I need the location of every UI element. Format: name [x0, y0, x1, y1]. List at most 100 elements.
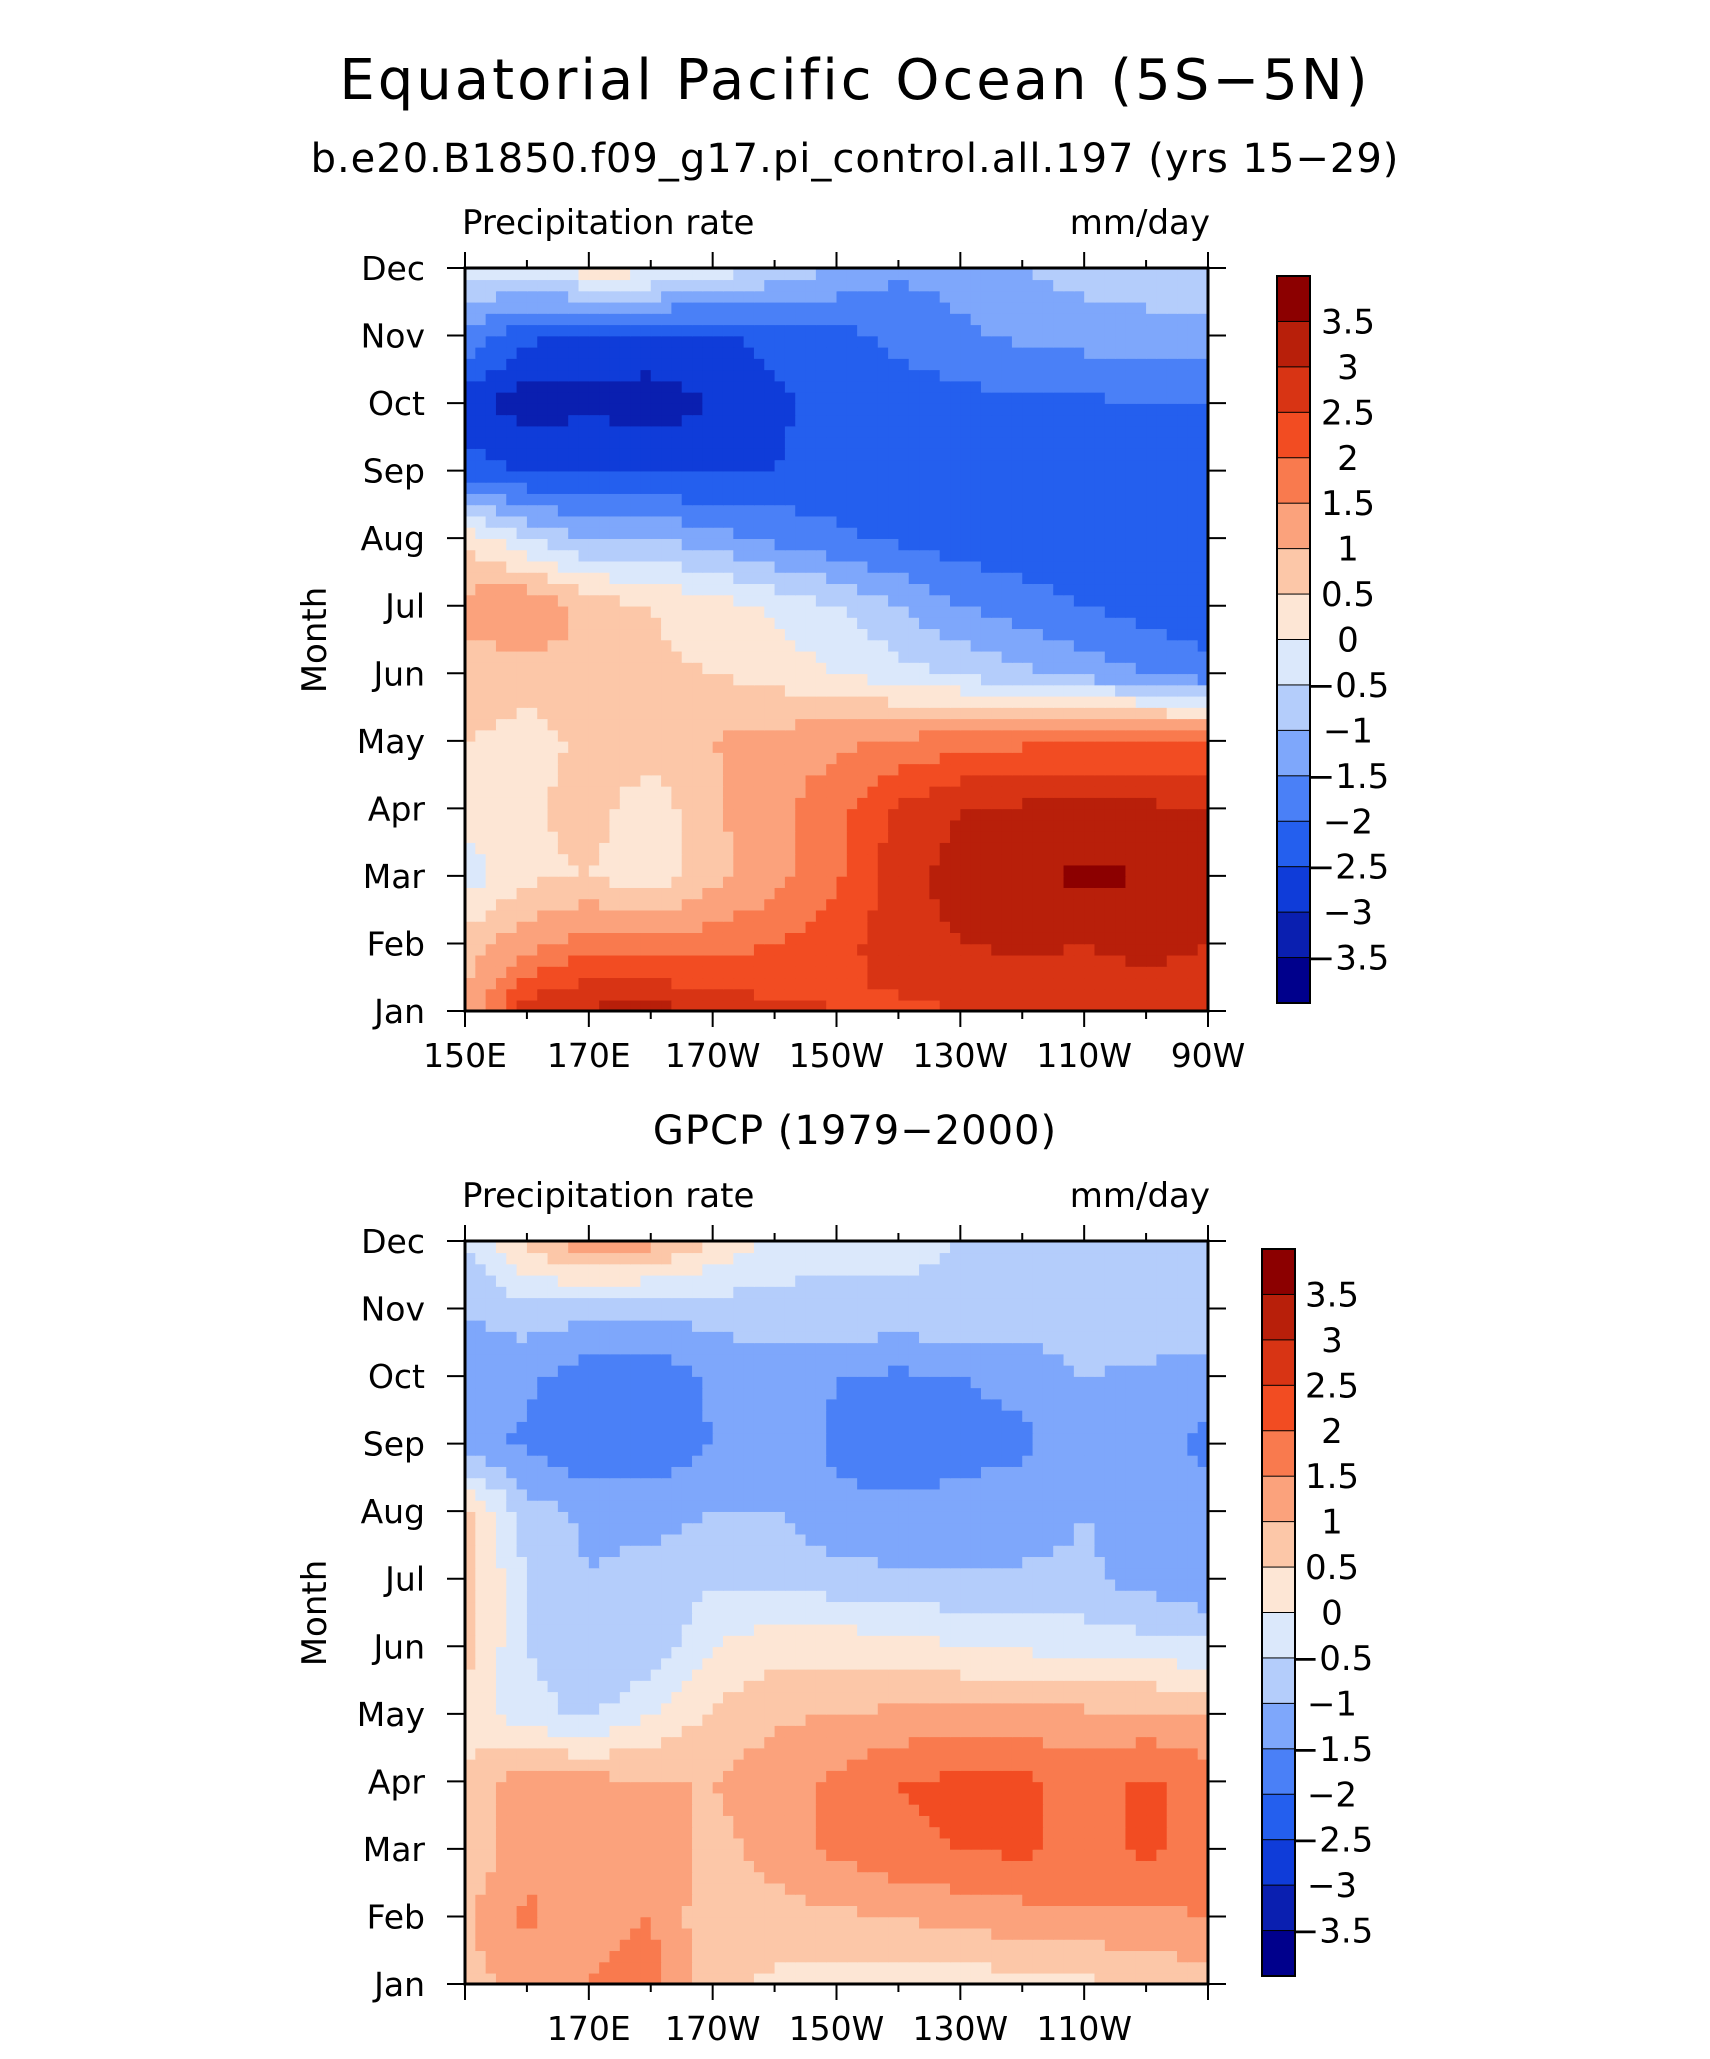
contour-cell	[516, 504, 528, 517]
contour-cell	[537, 965, 549, 979]
contour-cell	[495, 526, 508, 539]
contour-cell	[795, 887, 807, 900]
contour-cell	[1187, 729, 1199, 742]
contour-cell	[898, 909, 910, 922]
contour-cell	[908, 684, 920, 697]
contour-cell	[661, 414, 673, 427]
contour-cell	[1104, 954, 1116, 967]
contour-cell	[630, 797, 642, 810]
contour-cell	[588, 560, 600, 573]
contour-cell	[609, 909, 621, 922]
contour-cell	[950, 290, 962, 303]
contour-cell	[1135, 853, 1147, 866]
contour-cell	[661, 448, 673, 461]
contour-cell	[465, 1961, 477, 1974]
contour-cell	[919, 526, 931, 539]
contour-cell	[805, 605, 817, 618]
contour-cell	[578, 504, 590, 517]
contour-cell	[991, 583, 1003, 596]
contour-cell	[846, 752, 858, 765]
contour-cell	[764, 504, 776, 517]
contour-cell	[619, 920, 631, 933]
contour-cell	[661, 313, 673, 326]
right-label: mm/day	[1070, 203, 1210, 243]
contour-cell	[1063, 842, 1075, 855]
contour-cell	[630, 436, 642, 449]
contour-cell	[1001, 808, 1013, 821]
contour-cell	[784, 662, 797, 675]
contour-cell	[846, 346, 858, 359]
contour-cell	[743, 504, 755, 517]
contour-cell	[619, 887, 631, 900]
contour-cell	[1177, 819, 1189, 832]
contour-cell	[702, 414, 714, 427]
contour-cell	[846, 538, 858, 551]
contour-cell	[1042, 571, 1055, 585]
contour-cell	[526, 887, 539, 900]
contour-cell	[774, 774, 786, 787]
contour-cell	[1022, 853, 1034, 866]
contour-cell	[599, 493, 611, 506]
contour-cell	[970, 875, 982, 888]
contour-cell	[630, 268, 642, 281]
contour-cell	[919, 909, 931, 922]
contour-cell	[568, 977, 580, 990]
contour-cell	[1187, 875, 1199, 888]
colorbar-label: −0.5	[1307, 666, 1390, 706]
contour-cell	[547, 695, 559, 708]
contour-cell	[836, 650, 848, 663]
contour-cell	[609, 526, 621, 539]
contour-cell	[640, 594, 652, 607]
contour-cell	[1197, 875, 1208, 888]
contour-cell	[1115, 954, 1127, 967]
contour-cell	[1001, 864, 1013, 877]
contour-cell	[506, 650, 518, 663]
contour-cell	[557, 526, 569, 539]
contour-cell	[857, 808, 869, 821]
contour-cell	[1073, 369, 1085, 382]
contour-cell	[640, 346, 652, 359]
contour-cell	[702, 965, 714, 979]
contour-cell	[795, 560, 807, 573]
contour-cell	[970, 346, 982, 359]
contour-cell	[692, 358, 704, 371]
contour-cell	[929, 358, 941, 371]
contour-cell	[970, 898, 982, 911]
contour-cell	[516, 875, 528, 888]
contour-cell	[1197, 448, 1208, 461]
contour-cell	[1135, 707, 1147, 720]
contour-cell	[888, 470, 900, 483]
contour-cell	[671, 301, 683, 314]
contour-cell	[1125, 920, 1137, 933]
contour-cell	[1011, 301, 1024, 314]
contour-cell	[836, 988, 848, 1001]
contour-cell	[846, 898, 858, 911]
contour-cell	[702, 369, 714, 382]
contour-cell	[1094, 481, 1106, 494]
contour-cell	[568, 538, 580, 551]
contour-cell	[867, 932, 879, 945]
contour-cell	[671, 639, 683, 652]
contour-cell	[1156, 493, 1168, 506]
contour-cell	[526, 673, 539, 686]
contour-cell	[980, 301, 993, 314]
contour-cell	[465, 785, 477, 798]
contour-cell	[815, 988, 827, 1001]
contour-cell	[557, 1972, 569, 1984]
contour-cell	[836, 819, 848, 832]
contour-cell	[526, 695, 539, 708]
contour-cell	[578, 403, 590, 416]
contour-cell	[1042, 380, 1055, 393]
contour-cell	[661, 853, 673, 866]
contour-cell	[1156, 729, 1168, 742]
contour-cell	[815, 358, 827, 371]
contour-cell	[743, 571, 755, 585]
contour-cell	[1177, 436, 1189, 449]
contour-cell	[1022, 526, 1034, 539]
contour-cell	[815, 752, 827, 765]
contour-cell	[867, 346, 879, 359]
contour-cell	[630, 616, 642, 630]
contour-cell	[888, 977, 900, 990]
contour-cell	[1053, 493, 1065, 506]
contour-cell	[960, 842, 972, 855]
